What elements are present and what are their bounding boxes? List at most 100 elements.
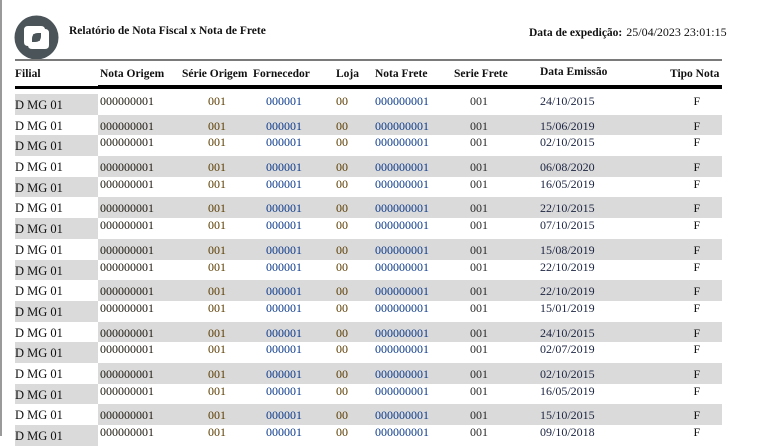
cell-tipo-nota: F: [693, 242, 701, 257]
cell-data-emissao: 22/10/2019: [540, 284, 595, 299]
cell-loja: 00: [336, 259, 348, 274]
cell-nota-origem: 000000001: [100, 383, 154, 398]
cell-loja: 00: [336, 218, 348, 233]
column-header-tipo-nota: Tipo Nota: [670, 68, 720, 80]
cell-nota-origem: 000000001: [100, 94, 154, 108]
expedition-value: 25/04/2023 23:01:15: [626, 25, 727, 39]
cell-tipo-nota: F: [693, 135, 701, 150]
cell-serie-origem: 001: [208, 201, 226, 216]
table-row: 000000001 001 000001 00 000000001 001 02/10/20…: [98, 135, 722, 156]
cell-nota-frete: 000000001: [375, 176, 429, 191]
column-header-loja: Loja: [336, 68, 359, 80]
filial-cell: D MG 01: [15, 135, 98, 157]
cell-fornecedor: 000001: [266, 284, 302, 299]
cell-nota-origem: 000000001: [100, 259, 154, 274]
cell-loja: 00: [336, 94, 348, 108]
cell-fornecedor: 000001: [266, 425, 302, 439]
cell-loja: 00: [336, 342, 348, 357]
cell-fornecedor: 000001: [266, 242, 302, 257]
table-row: 000000001 001 000001 00 000000001 001 09/10/20…: [98, 425, 722, 446]
table-row: 000000001 001 000001 00 000000001 001 16/05/20…: [98, 384, 722, 405]
cell-tipo-nota: F: [693, 284, 701, 299]
cell-data-emissao: 15/10/2015: [540, 408, 595, 423]
cell-fornecedor: 000001: [266, 300, 302, 315]
filial-cell: D MG 01: [15, 218, 98, 239]
cell-serie-frete: 001: [470, 325, 488, 340]
cell-fornecedor: 000001: [266, 383, 302, 398]
cell-fornecedor: 000001: [266, 408, 302, 423]
cell-loja: 00: [336, 118, 348, 133]
filial-column: D MG 01 D MG 01 D MG 01 D MG 01 D MG 01 D MG …: [15, 94, 98, 446]
cell-serie-origem: 001: [208, 408, 226, 423]
cell-serie-origem: 001: [208, 342, 226, 357]
expedition-label: Data de expedição:: [529, 27, 623, 39]
cell-nota-frete: 000000001: [375, 160, 429, 175]
cell-nota-frete: 000000001: [375, 342, 429, 357]
cell-nota-frete: 000000001: [375, 300, 429, 315]
cell-data-emissao: 22/10/2019: [540, 259, 595, 274]
cell-nota-origem: 000000001: [100, 160, 154, 175]
column-header-filial: Filial: [15, 68, 41, 80]
filial-cell: D MG 01: [15, 342, 98, 363]
cell-nota-frete: 000000001: [375, 242, 429, 257]
cell-tipo-nota: F: [693, 408, 701, 423]
table-row: 000000001 001 000001 00 000000001 001 15/06/20…: [98, 114, 722, 136]
cell-serie-frete: 001: [470, 218, 488, 233]
cell-fornecedor: 000001: [266, 160, 302, 175]
cell-data-emissao: 16/05/2019: [540, 176, 595, 191]
cell-serie-origem: 001: [208, 176, 226, 191]
table-row: 000000001 001 000001 00 000000001 001 02/07/20…: [98, 342, 722, 363]
cell-tipo-nota: F: [693, 218, 701, 233]
filial-cell: D MG 01: [15, 425, 98, 446]
cell-nota-origem: 000000001: [100, 242, 154, 257]
cell-fornecedor: 000001: [266, 342, 302, 357]
cell-data-emissao: 24/10/2015: [540, 325, 595, 340]
column-header-serie-frete: Serie Frete: [454, 68, 508, 80]
cell-serie-frete: 001: [470, 383, 488, 398]
table-row: 000000001 001 000001 00 000000001 001 16/05/20…: [98, 177, 722, 198]
table-row: 000000001 001 000001 00 000000001 001 15/10/20…: [98, 404, 722, 425]
cell-nota-frete: 000000001: [375, 383, 429, 398]
cell-tipo-nota: F: [693, 160, 701, 175]
cell-loja: 00: [336, 383, 348, 398]
cell-data-emissao: 15/08/2019: [540, 242, 595, 257]
cell-serie-frete: 001: [470, 300, 488, 315]
company-logo-icon: [14, 15, 59, 60]
cell-tipo-nota: F: [693, 342, 701, 357]
cell-serie-frete: 001: [470, 259, 488, 274]
cell-serie-origem: 001: [208, 366, 226, 381]
table-row: 000000001 001 000001 00 000000001 001 22/10/20…: [98, 197, 722, 219]
header-divider: [15, 59, 722, 61]
cell-fornecedor: 000001: [266, 259, 302, 274]
cell-serie-frete: 001: [470, 408, 488, 423]
cell-serie-frete: 001: [470, 176, 488, 191]
column-header-serie-origem: Série Origem: [182, 68, 248, 80]
cell-tipo-nota: F: [693, 325, 701, 340]
cell-nota-frete: 000000001: [375, 118, 429, 133]
filial-cell: D MG 01: [15, 160, 63, 175]
page-border: [0, 0, 2, 436]
table-row: 000000001 001 000001 00 000000001 001 02/10/20…: [98, 362, 722, 384]
table-row: 000000001 001 000001 00 000000001 001 06/08/20…: [98, 156, 722, 177]
cell-serie-frete: 001: [470, 160, 488, 175]
cell-nota-origem: 000000001: [100, 408, 154, 423]
cell-serie-origem: 001: [208, 94, 226, 108]
cell-data-emissao: 22/10/2015: [540, 201, 595, 216]
cell-nota-frete: 000000001: [375, 366, 429, 381]
table-row: 000000001 001 000001 00 000000001 001 15/08/20…: [98, 238, 722, 260]
cell-loja: 00: [336, 425, 348, 439]
cell-loja: 00: [336, 160, 348, 175]
cell-fornecedor: 000001: [266, 94, 302, 108]
cell-serie-origem: 001: [208, 218, 226, 233]
cell-serie-origem: 001: [208, 300, 226, 315]
filial-cell: D MG 01: [15, 300, 98, 322]
cell-nota-frete: 000000001: [375, 135, 429, 150]
cell-serie-frete: 001: [470, 118, 488, 133]
cell-serie-frete: 001: [470, 242, 488, 257]
cell-serie-frete: 001: [470, 342, 488, 357]
cell-data-emissao: 06/08/2020: [540, 160, 595, 175]
cell-data-emissao: 16/05/2019: [540, 383, 595, 398]
table-row: 000000001 001 000001 00 000000001 001 22/10/20…: [98, 260, 722, 281]
cell-fornecedor: 000001: [266, 325, 302, 340]
cell-serie-origem: 001: [208, 383, 226, 398]
